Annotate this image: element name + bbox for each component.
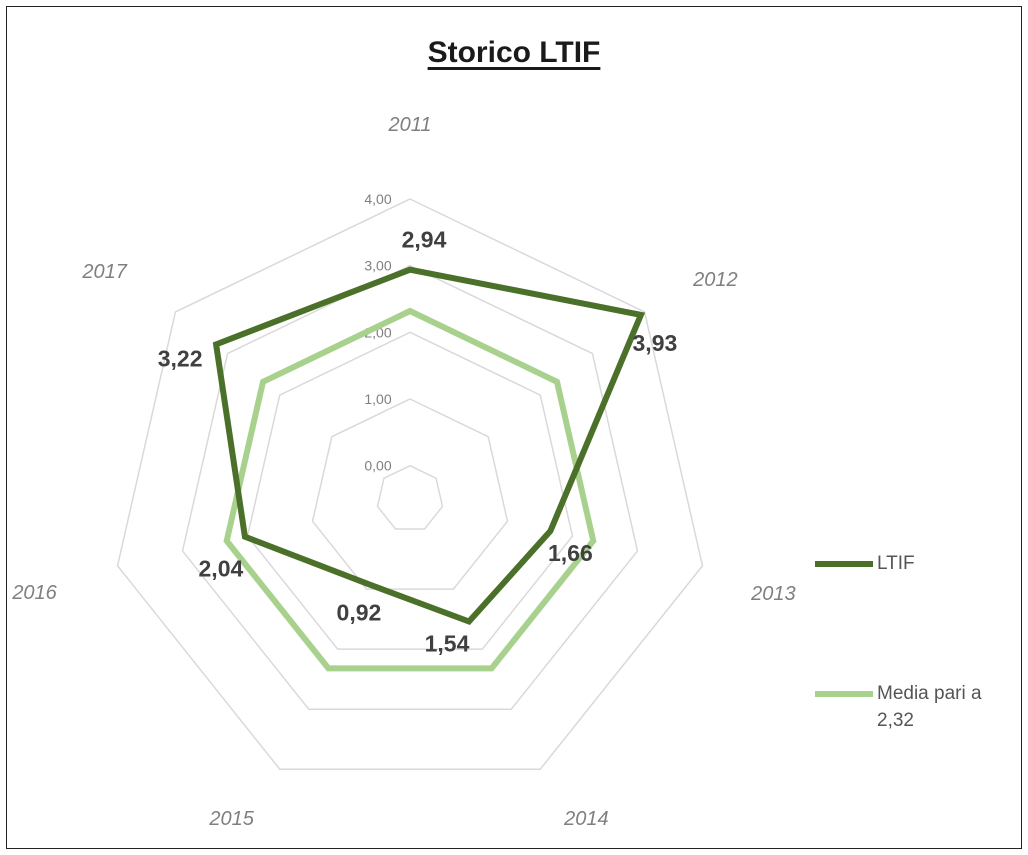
series-line-ltif <box>212 266 646 626</box>
data-label: 3,93 <box>633 330 678 356</box>
series-lines <box>212 266 646 672</box>
data-label: 1,54 <box>425 631 470 657</box>
radar-grid <box>116 198 704 771</box>
data-label: 2,04 <box>199 556 244 582</box>
data-label: 2,94 <box>402 227 447 253</box>
category-label: 2014 <box>563 808 609 830</box>
grid-ring-0 <box>376 464 444 530</box>
radial-tick-label: 4,00 <box>364 191 391 207</box>
data-label: 1,66 <box>548 540 593 566</box>
legend-swatch-ltif <box>815 561 873 567</box>
radial-tick-labels: 0,001,002,003,004,00 <box>364 191 391 474</box>
category-label: 2016 <box>11 582 57 604</box>
data-labels: 2,94 3,93 1,66 1,54 0,92 2,04 3,22 <box>158 227 678 657</box>
radial-tick-label: 1,00 <box>364 391 391 407</box>
legend-swatch-media <box>815 691 873 697</box>
category-label: 2013 <box>750 583 796 605</box>
data-label: 3,22 <box>158 345 203 371</box>
legend-item-ltif: LTIF <box>815 550 997 577</box>
category-label: 2017 <box>81 261 127 283</box>
chart-title: Storico LTIF <box>427 36 601 69</box>
category-label: 2015 <box>208 808 254 830</box>
category-label: 2011 <box>387 114 431 136</box>
radial-tick-label: 0,00 <box>364 458 391 474</box>
category-labels: 2011 2012 2013 2014 2015 2016 2017 <box>11 114 795 830</box>
legend-label-ltif: LTIF <box>877 553 915 574</box>
grid-ring-1 <box>311 398 509 590</box>
category-label: 2012 <box>692 269 738 291</box>
grid-ring-4 <box>116 198 704 771</box>
chart-frame <box>6 6 1022 849</box>
series-line-media <box>223 307 597 672</box>
legend-label-media: Media pari a 2,32 <box>877 683 982 731</box>
radial-tick-label: 3,00 <box>364 258 391 274</box>
legend-item-media: Media pari a 2,32 <box>815 680 997 734</box>
grid-ring-2 <box>246 331 574 650</box>
data-label: 0,92 <box>337 599 382 625</box>
